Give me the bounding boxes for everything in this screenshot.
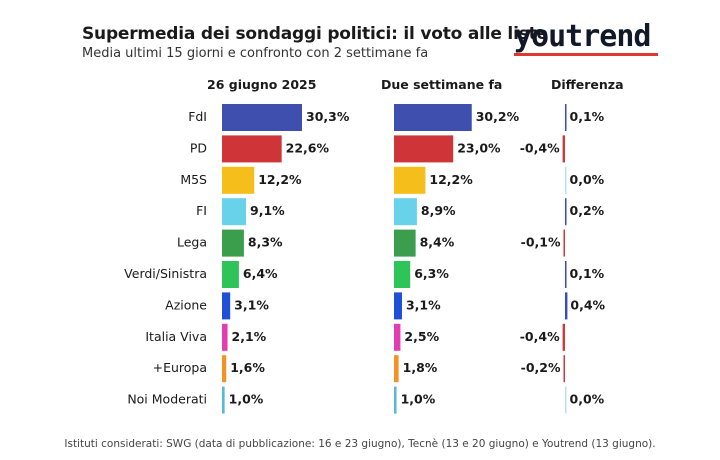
value-label-difference: -0,4% <box>520 140 560 155</box>
bar-previous <box>394 198 417 226</box>
bar-difference <box>565 198 567 226</box>
party-label: PD <box>190 140 207 155</box>
value-label-current: 3,1% <box>234 297 269 312</box>
chart-subtitle: Media ultimi 15 giorni e confronto con 2… <box>82 46 429 61</box>
value-label-current: 12,2% <box>258 172 302 187</box>
bar-previous <box>394 386 397 414</box>
value-label-difference: 0,0% <box>570 172 605 187</box>
value-label-difference: 0,0% <box>570 392 605 407</box>
bar-current <box>222 104 302 131</box>
bar-difference <box>563 229 565 257</box>
bar-current <box>222 198 247 226</box>
bar-previous <box>394 355 399 383</box>
party-label: Noi Moderati <box>127 392 207 407</box>
bar-current <box>222 261 239 288</box>
bar-current <box>222 135 282 163</box>
value-label-difference: 0,4% <box>570 297 605 312</box>
bar-difference <box>565 166 567 194</box>
bar-current <box>222 355 227 383</box>
value-label-difference: 0,1% <box>570 266 605 281</box>
bar-previous <box>394 135 454 163</box>
bar-previous <box>394 261 411 288</box>
bar-difference <box>565 386 567 414</box>
bar-difference <box>565 292 568 320</box>
value-label-previous: 1,0% <box>401 392 436 407</box>
value-label-current: 8,3% <box>248 235 283 250</box>
value-label-difference: -0,4% <box>520 329 560 344</box>
column-header-difference: Differenza <box>551 77 624 92</box>
value-label-difference: -0,1% <box>521 235 561 250</box>
bar-difference <box>562 135 565 163</box>
column-header-current: 26 giugno 2025 <box>207 77 317 92</box>
footnote: Istituti considerati: SWG (data di pubbl… <box>64 438 656 450</box>
bar-previous <box>394 229 416 257</box>
logo-underline <box>514 53 658 56</box>
bar-previous <box>394 104 472 131</box>
bar-current <box>222 292 231 320</box>
value-label-current: 6,4% <box>243 266 278 281</box>
value-label-current: 9,1% <box>250 203 285 218</box>
bar-current <box>222 166 255 194</box>
bar-current <box>222 323 228 351</box>
value-label-difference: 0,2% <box>570 203 605 218</box>
value-label-previous: 3,1% <box>406 297 441 312</box>
value-label-difference: -0,2% <box>521 360 561 375</box>
youtrend-logo: youtrend <box>514 19 651 54</box>
bar-previous <box>394 166 426 194</box>
party-label: Verdi/Sinistra <box>124 266 207 281</box>
value-label-previous: 1,8% <box>403 360 438 375</box>
value-label-previous: 8,9% <box>421 203 456 218</box>
party-label: M5S <box>180 172 207 187</box>
party-label: +Europa <box>153 360 207 375</box>
party-label: Azione <box>165 297 207 312</box>
bar-previous <box>394 292 402 320</box>
bar-difference <box>562 323 565 351</box>
value-label-previous: 23,0% <box>457 140 501 155</box>
value-label-previous: 12,2% <box>429 172 473 187</box>
bar-previous <box>394 323 401 351</box>
column-header-previous: Due settimane fa <box>381 77 503 92</box>
value-label-current: 30,3% <box>306 109 350 124</box>
party-label: FI <box>196 203 207 218</box>
bar-difference <box>565 261 567 288</box>
party-label: Lega <box>177 235 207 250</box>
value-label-current: 1,0% <box>229 392 264 407</box>
bar-current <box>222 386 225 414</box>
value-label-previous: 8,4% <box>420 235 455 250</box>
bar-difference <box>565 104 567 131</box>
value-label-previous: 30,2% <box>476 109 520 124</box>
bar-current <box>222 229 244 257</box>
chart-title: Supermedia dei sondaggi politici: il vot… <box>82 24 548 44</box>
value-label-previous: 6,3% <box>414 266 449 281</box>
value-label-current: 1,6% <box>230 360 265 375</box>
value-label-current: 22,6% <box>286 140 330 155</box>
party-label: FdI <box>188 109 207 124</box>
bar-difference <box>563 355 565 383</box>
party-label: Italia Viva <box>145 329 207 344</box>
value-label-difference: 0,1% <box>570 109 605 124</box>
value-label-current: 2,1% <box>232 329 267 344</box>
value-label-previous: 2,5% <box>404 329 439 344</box>
